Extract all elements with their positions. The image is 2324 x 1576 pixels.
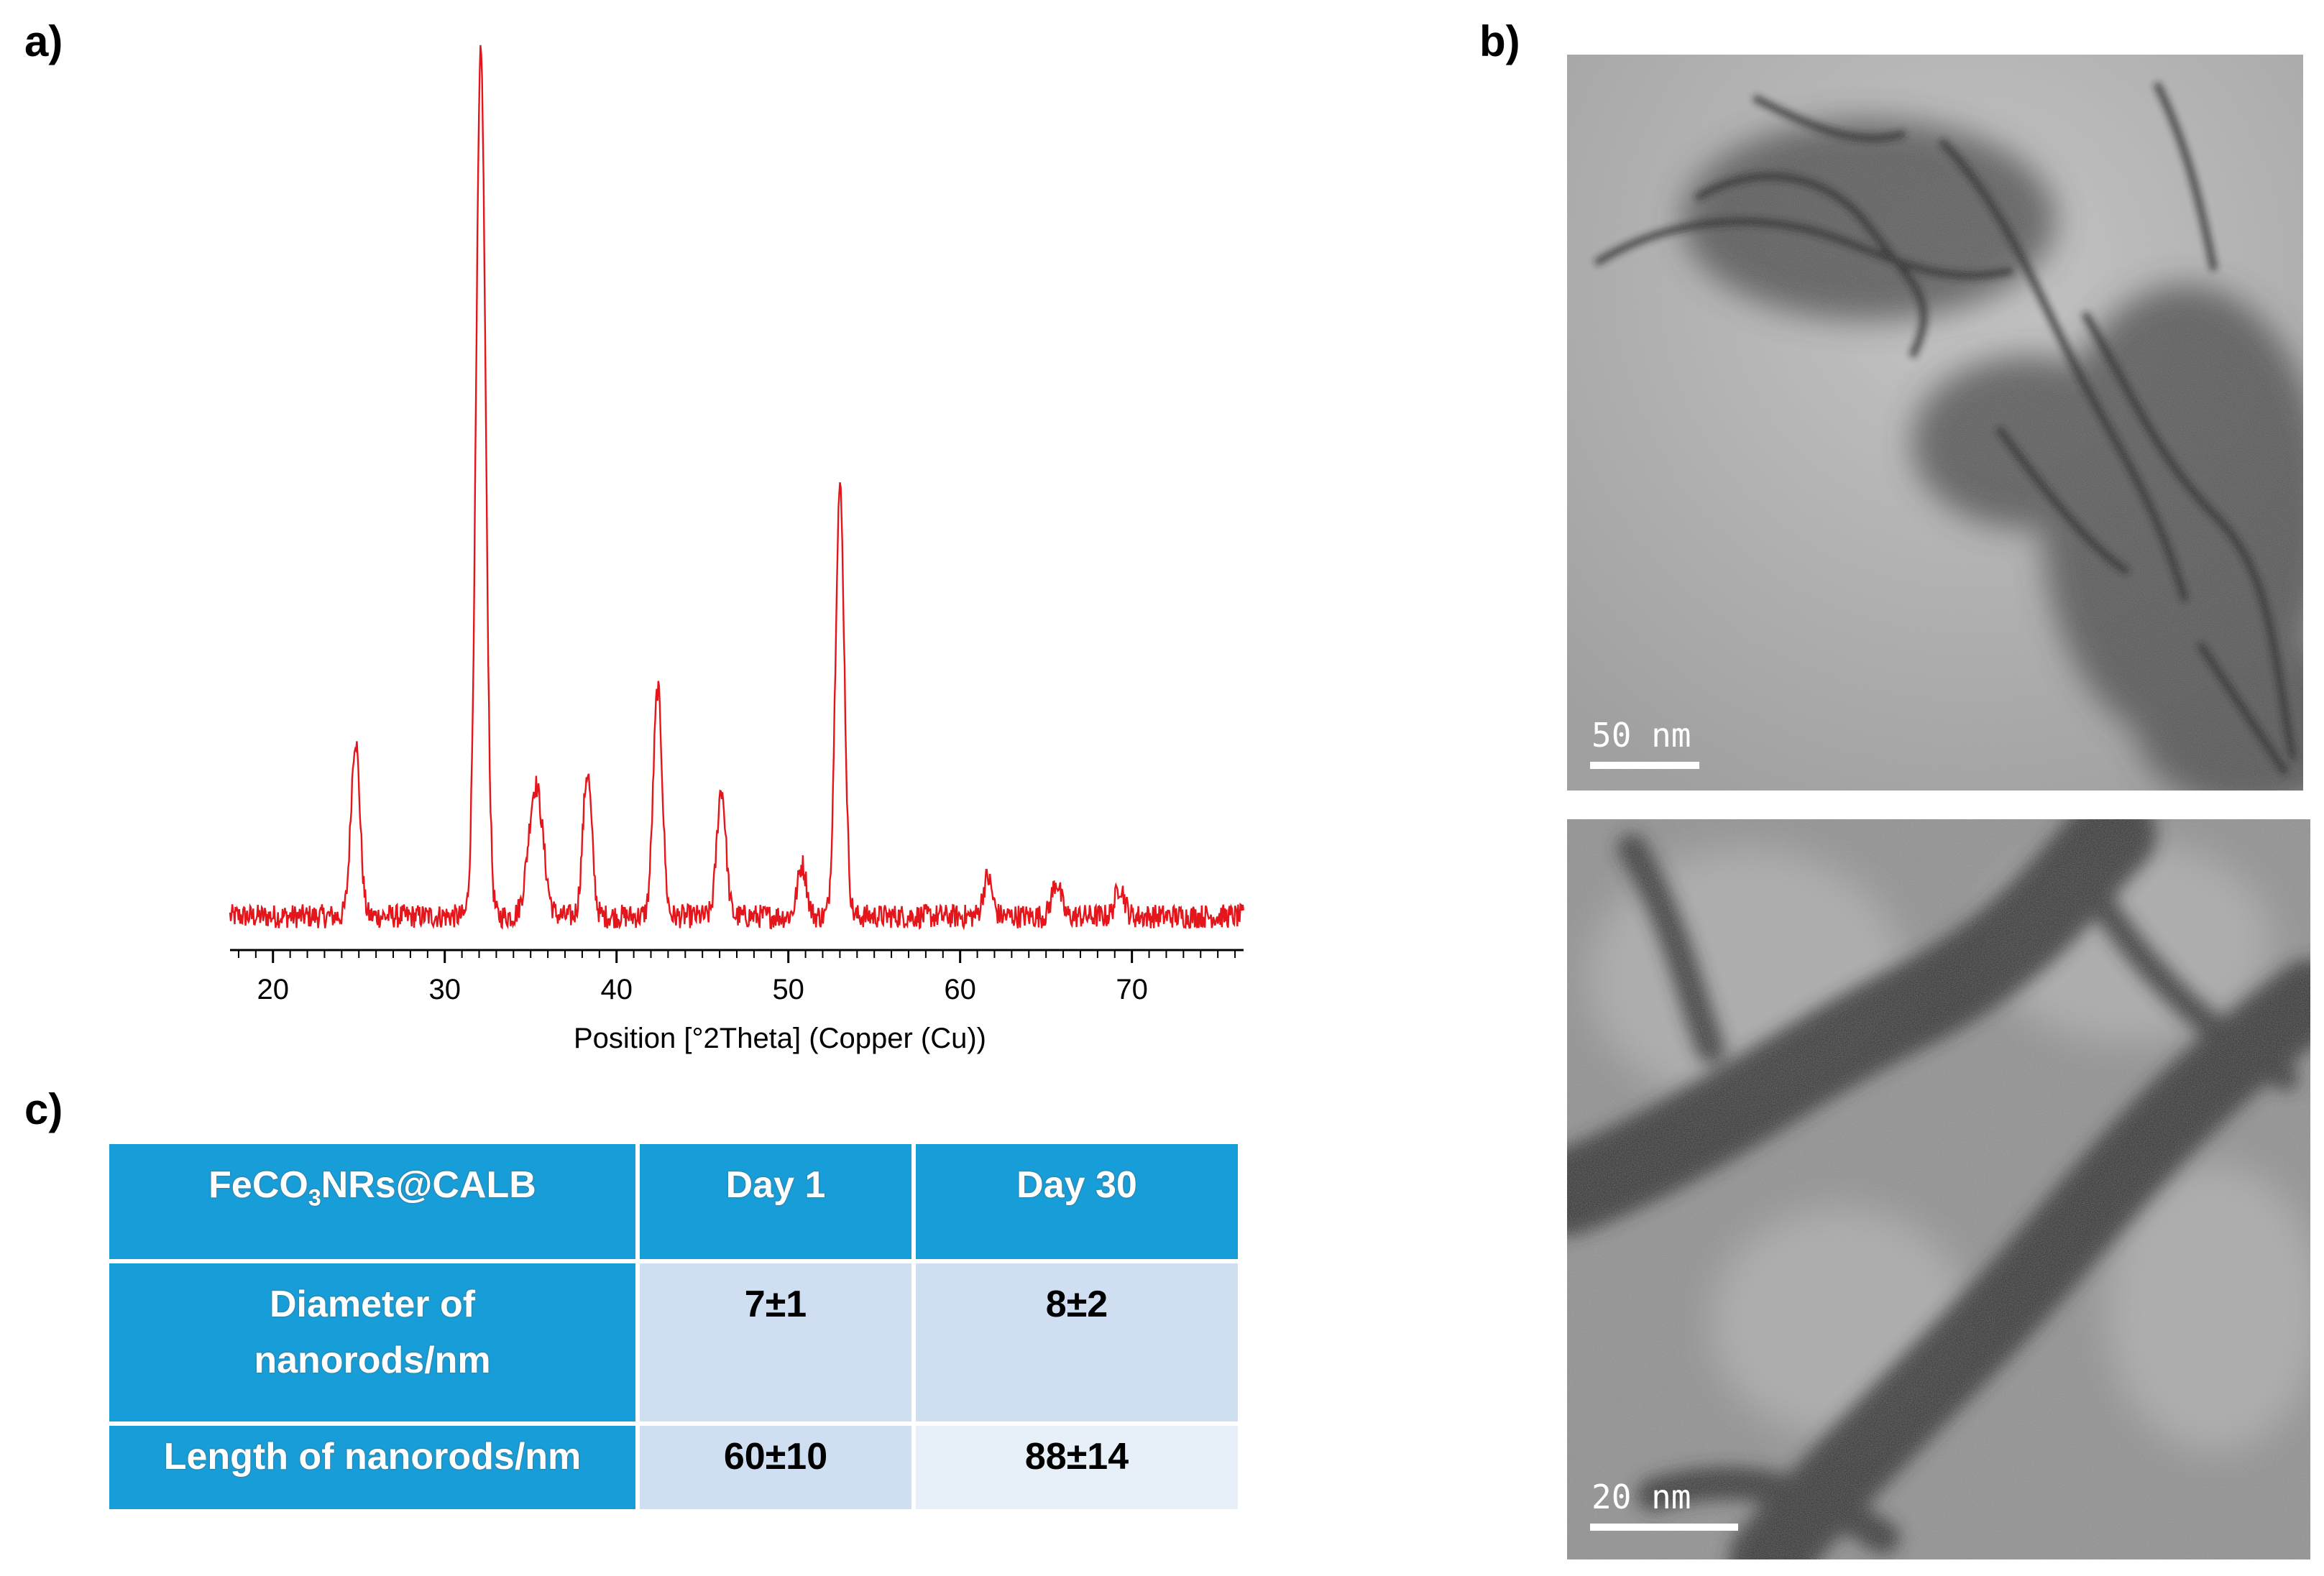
- tem-micrograph-50nm: [1567, 55, 2303, 791]
- panel-label-a: a): [24, 17, 63, 65]
- x-axis-tick-labels: 20 30 40 50 60 70: [257, 974, 1147, 1005]
- nanorod-size-table: FeCO3NRs@CALB Day 1 Day 30 Diameter of na…: [105, 1140, 1242, 1513]
- x-axis-title: Position [°2Theta] (Copper (Cu)): [574, 1023, 986, 1054]
- header-cell-day30: Day 30: [916, 1144, 1238, 1259]
- row-label-length: Length of nanorods/nm: [109, 1426, 635, 1509]
- x-tick-label: 50: [772, 974, 804, 1005]
- x-tick-label: 40: [600, 974, 633, 1005]
- table-row: Diameter of nanorods/nm 7±1 8±2: [109, 1263, 1238, 1421]
- value-length-day30: 88±14: [916, 1426, 1238, 1509]
- tem-micrograph-20nm: [1567, 819, 2310, 1559]
- row-label-diameter: Diameter of nanorods/nm: [109, 1263, 635, 1421]
- table-row: Length of nanorods/nm 60±10 88±14: [109, 1426, 1238, 1509]
- value-diameter-day30: 8±2: [916, 1263, 1238, 1421]
- x-tick-label: 60: [944, 974, 976, 1005]
- tem-image-top: 50 nm: [1567, 55, 2303, 791]
- value-diameter-day1: 7±1: [640, 1263, 911, 1421]
- x-axis-ticks: [237, 950, 1236, 963]
- tem-image-bottom: 20 nm: [1567, 819, 2310, 1559]
- x-tick-label: 30: [428, 974, 461, 1005]
- panel-label-b: b): [1479, 17, 1520, 65]
- value-length-day1: 60±10: [640, 1426, 911, 1509]
- scale-bar: [1590, 1524, 1738, 1531]
- header-cell-sample: FeCO3NRs@CALB: [109, 1144, 635, 1259]
- table-header-row: FeCO3NRs@CALB Day 1 Day 30: [109, 1144, 1238, 1259]
- header-cell-day1: Day 1: [640, 1144, 911, 1259]
- panel-label-c: c): [24, 1085, 63, 1133]
- x-tick-label: 70: [1116, 974, 1148, 1005]
- scale-bar-label: 20 nm: [1592, 1478, 1691, 1516]
- x-tick-label: 20: [257, 974, 289, 1005]
- xrd-pattern-line: [229, 45, 1245, 931]
- xrd-chart: 20 30 40 50 60 70 Position [°2Theta] (Copper …: [229, 45, 1245, 1054]
- scale-bar-label: 50 nm: [1592, 716, 1691, 755]
- scale-bar: [1590, 762, 1699, 769]
